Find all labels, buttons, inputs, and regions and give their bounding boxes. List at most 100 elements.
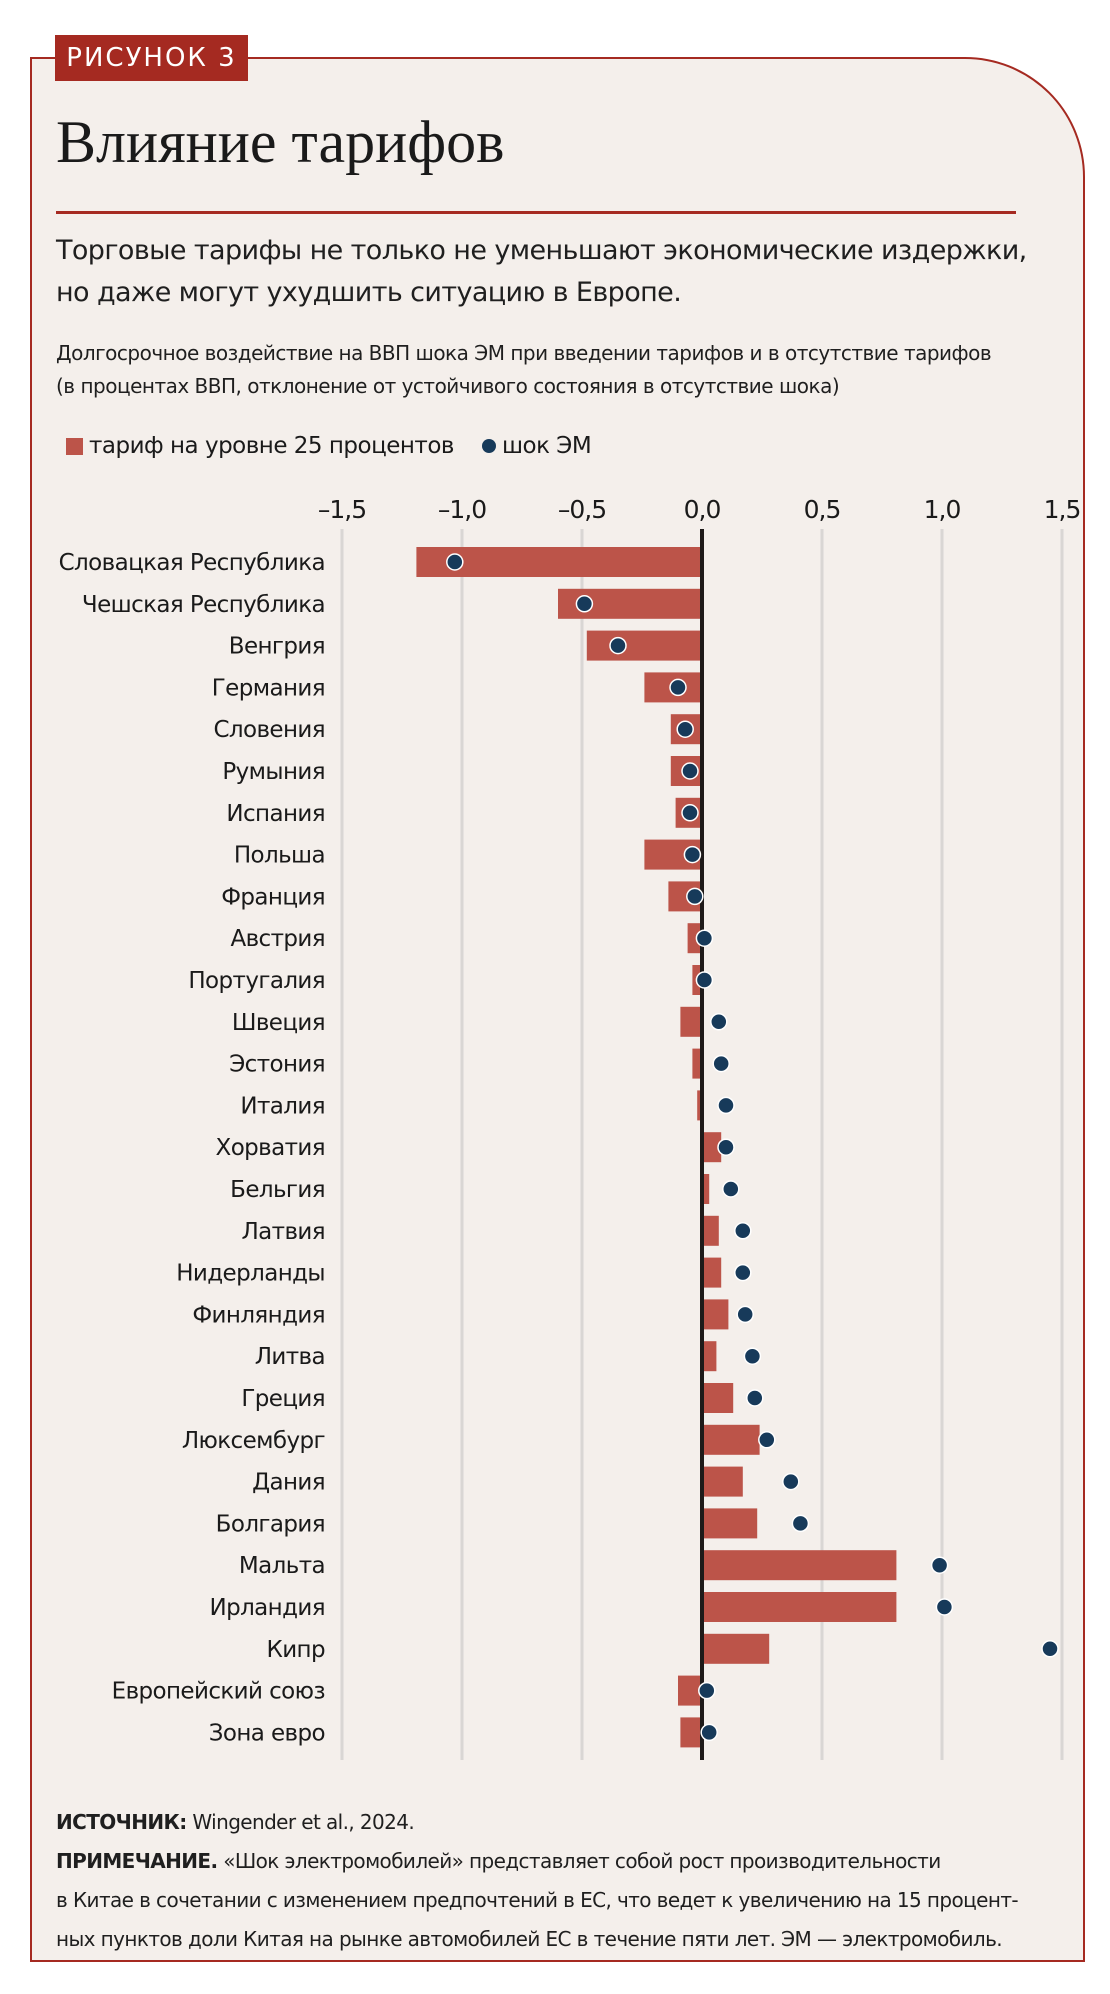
shock-dot bbox=[710, 1013, 728, 1031]
shock-dot bbox=[446, 553, 464, 571]
legend-dot-swatch-icon bbox=[481, 439, 496, 453]
shock-dot bbox=[683, 845, 702, 864]
tariff-bar bbox=[702, 1633, 770, 1664]
tariff-bar bbox=[687, 923, 702, 954]
tariff-bar bbox=[702, 1592, 897, 1622]
chart-legend: тариф на уровне 25 процентов шок ЭМ bbox=[66, 430, 592, 462]
note-line: ПРИМЕЧАНИЕ. «Шок электромобилей» предста… bbox=[56, 1842, 1018, 1881]
x-tick-label: –1,0 bbox=[438, 495, 486, 524]
shock-dot bbox=[681, 762, 699, 780]
category-label: Германия bbox=[212, 675, 325, 701]
shock-dot bbox=[930, 1556, 949, 1574]
category-label: Ирландия bbox=[209, 1595, 325, 1621]
tariff-bar bbox=[702, 1341, 717, 1372]
description-line: (в процентах ВВП, отклонение от устойчив… bbox=[56, 374, 840, 398]
shock-dot bbox=[1041, 1640, 1059, 1658]
category-label: Мальта bbox=[239, 1553, 325, 1579]
source-text: Wingender et al., 2024. bbox=[192, 1810, 415, 1834]
category-label: Швеция bbox=[232, 1010, 325, 1036]
legend-bar-swatch-icon bbox=[66, 437, 83, 455]
category-label: Франция bbox=[221, 884, 325, 910]
tariff-bar bbox=[586, 630, 702, 661]
subtitle-line: Торговые тарифы не только не уменьшают э… bbox=[56, 235, 1027, 266]
category-label: Польша bbox=[234, 843, 325, 869]
x-tick-label: 0,0 bbox=[684, 495, 721, 524]
shock-dot bbox=[575, 595, 594, 613]
shock-dot bbox=[700, 1723, 718, 1742]
figure-frame bbox=[30, 57, 1085, 1962]
shock-dots bbox=[446, 553, 1059, 1742]
category-label: Нидерланды bbox=[176, 1261, 325, 1287]
category-label: Румыния bbox=[222, 759, 325, 785]
shock-dot bbox=[717, 1096, 735, 1115]
shock-dot bbox=[676, 720, 694, 738]
category-label: Австрия bbox=[230, 926, 325, 952]
category-label: Литва bbox=[255, 1344, 325, 1370]
category-label: Словения bbox=[213, 717, 325, 743]
x-tick-label: –0,5 bbox=[558, 495, 606, 524]
x-tick-label: 0,5 bbox=[804, 495, 841, 524]
category-label: Испания bbox=[226, 801, 325, 827]
figure-badge: РИСУНОК 3 bbox=[55, 35, 248, 81]
category-label: Хорватия bbox=[216, 1135, 325, 1161]
shock-dot bbox=[695, 929, 714, 947]
note-label: ПРИМЕЧАНИЕ. bbox=[56, 1849, 218, 1873]
category-label: Греция bbox=[241, 1386, 325, 1412]
shock-dot bbox=[758, 1431, 776, 1449]
category-label: Европейский союз bbox=[112, 1679, 325, 1705]
x-tick-label: 1,5 bbox=[1044, 495, 1081, 524]
description-line: Долгосрочное воздействие на ВВП шока ЭМ … bbox=[56, 341, 992, 365]
x-axis-ticks: –1,5 –1,0 –0,5 0,0 0,5 1,0 1,5 bbox=[318, 495, 1082, 524]
tariff-bar bbox=[702, 1550, 897, 1581]
legend-tariff-label: тариф на уровне 25 процентов bbox=[89, 433, 454, 459]
category-label: Венгрия bbox=[229, 634, 325, 660]
category-label: Финляндия bbox=[192, 1302, 325, 1328]
shock-dot bbox=[746, 1389, 764, 1407]
tariff-bar bbox=[702, 1508, 758, 1539]
shock-dot bbox=[734, 1222, 752, 1240]
shock-dot bbox=[722, 1180, 740, 1198]
note-line: ных пунктов доли Китая на рынке автомоби… bbox=[56, 1927, 1003, 1951]
title-divider bbox=[56, 211, 1016, 214]
x-tick-label: –1,5 bbox=[318, 495, 366, 524]
category-label: Италия bbox=[240, 1093, 325, 1119]
category-label: Зона евро bbox=[209, 1720, 325, 1746]
tariff-bar bbox=[702, 1174, 710, 1204]
legend-shock-label: шок ЭМ bbox=[501, 433, 592, 459]
shock-dot bbox=[736, 1305, 754, 1324]
shock-dot bbox=[743, 1347, 762, 1365]
category-label: Чешская Республика bbox=[82, 592, 325, 618]
shock-dot bbox=[782, 1472, 800, 1491]
tariff-bar bbox=[678, 1675, 702, 1706]
tariff-bar bbox=[680, 1717, 702, 1748]
tariff-bar bbox=[702, 1424, 760, 1455]
tariff-bar bbox=[702, 1383, 734, 1413]
shock-dot bbox=[712, 1054, 730, 1073]
tariff-bar bbox=[416, 547, 702, 577]
tariff-bars bbox=[416, 547, 897, 1748]
category-label: Бельгия bbox=[230, 1177, 325, 1203]
category-label: Португалия bbox=[188, 968, 325, 994]
tariff-bar bbox=[702, 1257, 722, 1288]
category-label: Эстония bbox=[229, 1052, 325, 1078]
tariff-bar bbox=[697, 1090, 702, 1121]
subtitle-line: но даже могут ухудшить ситуацию в Европе… bbox=[56, 277, 682, 308]
source-line: ИСТОЧНИК: Wingender et al., 2024. bbox=[56, 1803, 1018, 1842]
shock-dot bbox=[698, 1681, 716, 1700]
category-label: Словацкая Республика bbox=[59, 550, 325, 576]
tariff-bar bbox=[702, 1299, 729, 1330]
category-label: Дания bbox=[252, 1470, 325, 1496]
figure-notes: ИСТОЧНИК: Wingender et al., 2024. ПРИМЕЧ… bbox=[56, 1803, 1019, 1959]
shock-dot bbox=[935, 1598, 954, 1616]
figure-title: Влияние тарифов bbox=[56, 109, 505, 175]
category-label: Кипр bbox=[266, 1637, 325, 1663]
note-text: «Шок электромобилей» представляет собой … bbox=[223, 1849, 941, 1873]
category-label: Болгария bbox=[216, 1511, 325, 1537]
shock-dot bbox=[609, 636, 627, 655]
tariff-bar bbox=[692, 1048, 702, 1079]
note-line: в Китае в сочетании с изменением предпоч… bbox=[56, 1888, 1019, 1912]
tariff-bar bbox=[702, 1215, 719, 1246]
tariff-bar bbox=[702, 1466, 743, 1497]
figure-subtitle: Торговые тарифы не только не уменьшают э… bbox=[56, 230, 1027, 314]
